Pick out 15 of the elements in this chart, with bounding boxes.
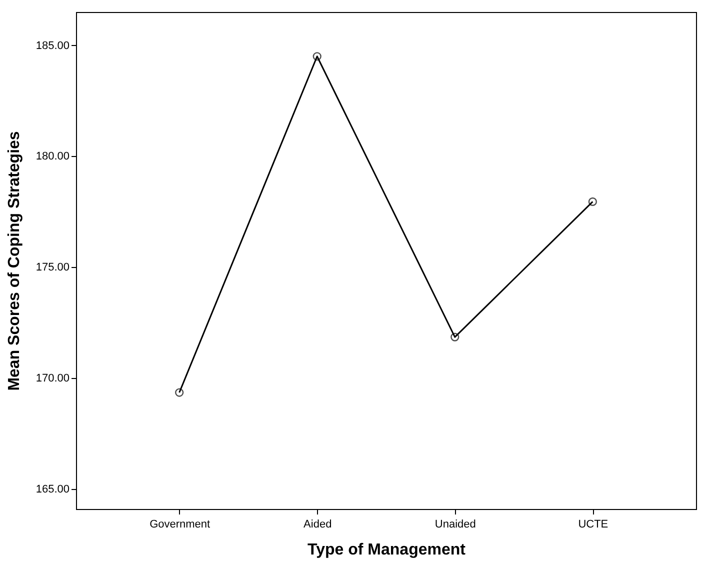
y-tick-label: 180.00 — [36, 150, 70, 163]
x-tick-label: Government — [150, 518, 210, 530]
point — [588, 197, 597, 206]
y-tick-label: 175.00 — [36, 262, 70, 274]
y-tick-label: 185.00 — [36, 40, 70, 52]
x-axis-title: Type of Management — [308, 542, 466, 558]
x-tick-label: Unaided — [434, 518, 476, 530]
y-tick-label: 170.00 — [36, 372, 70, 385]
point — [175, 388, 184, 397]
x-tick-label: Aided — [304, 518, 332, 530]
x-tick-label: UCTE — [578, 518, 608, 530]
point — [312, 52, 322, 61]
y-axis-title: Mean Scores of Coping Strategies — [6, 131, 23, 391]
point — [450, 332, 460, 342]
y-tick-label: 165.00 — [36, 484, 70, 496]
